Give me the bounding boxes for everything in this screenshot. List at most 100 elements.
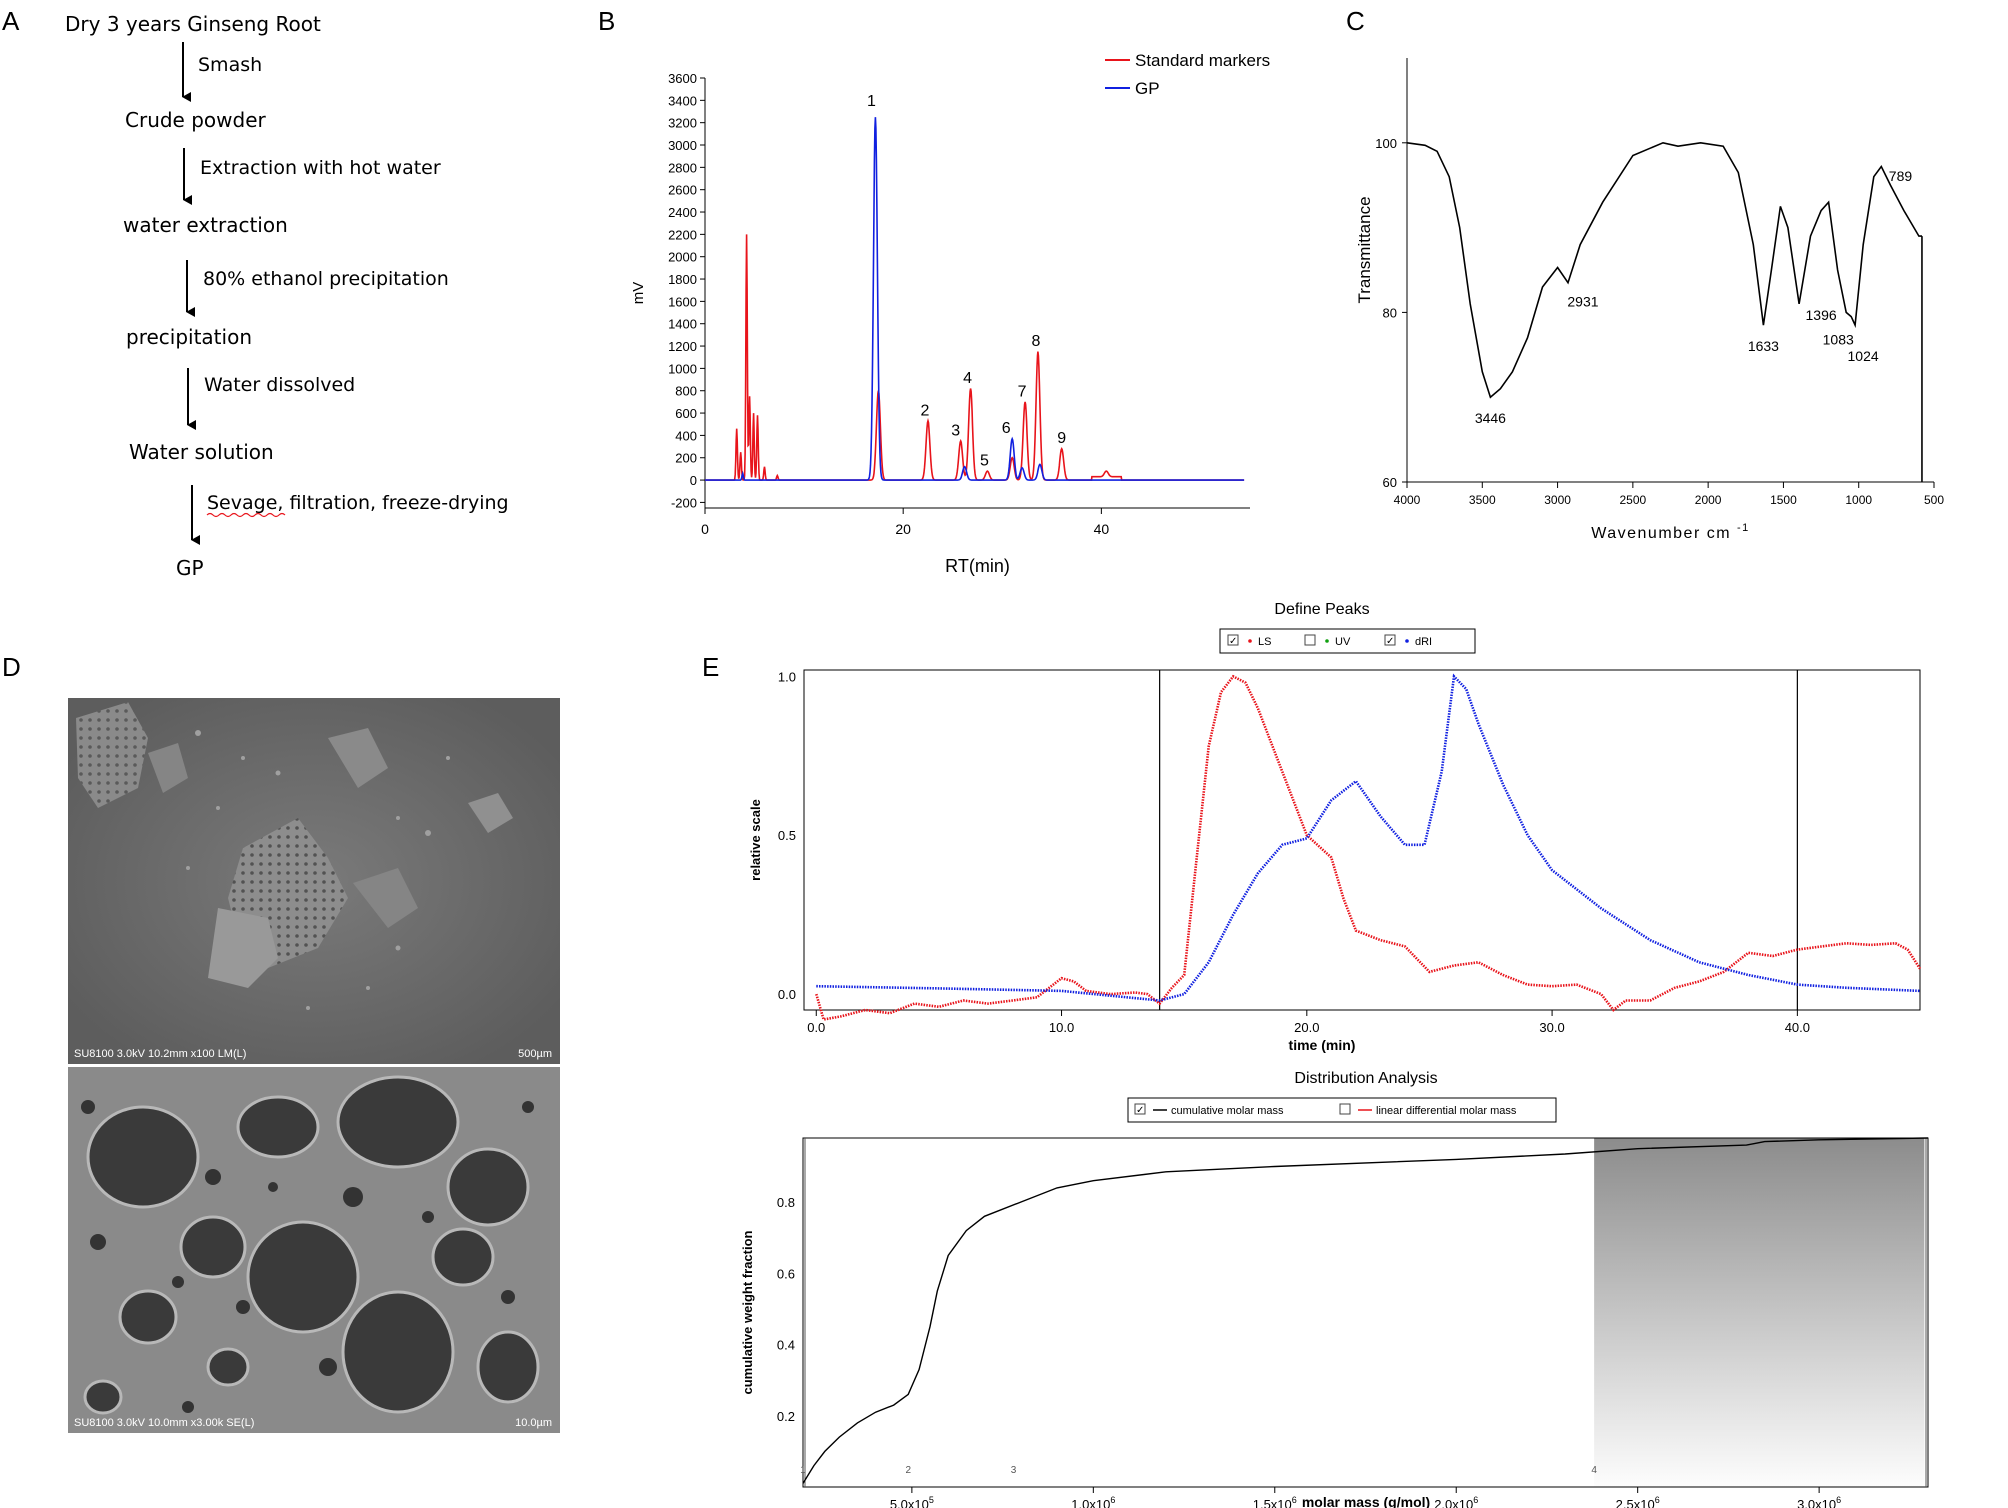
legend-checkbox [1339,1103,1351,1115]
y-tick-label: 3400 [668,93,697,108]
legend-label: cumulative molar mass [1171,1105,1284,1117]
chart-ftir: 60 80 100 4000 3500 3000 2500 2000 1500 1000 500 Wa… [1355,58,1944,542]
panel-letter-e: E [702,652,720,682]
peak-label: 6 [1002,420,1011,437]
x-tick-label: 0.0 [807,1020,825,1035]
y-tick-label: 200 [675,451,697,466]
legend-label: Standard markers [1135,51,1270,70]
x-tick-label: 500 [1924,493,1944,507]
x-tick-label: 5.0x105 [890,1495,934,1508]
x-tick-label: 20.0 [1294,1020,1319,1035]
range-marker: 3 [1011,1465,1017,1476]
legend-label: LS [1258,636,1271,648]
panel-letter-d: D [2,652,21,682]
x-tick-label: 0 [701,521,709,537]
y-tick-label: 0.6 [777,1266,795,1281]
flow-op-smash: Smash [198,54,263,76]
plot-frame [803,669,1921,1011]
peak-label: 1 [867,93,876,110]
squiggle-underline [206,512,286,518]
x-tick-label: 40.0 [1785,1020,1810,1035]
y-tick-label: 1000 [668,361,697,376]
y-axis-label: Transmittance [1355,196,1374,303]
peak-annotation: 3446 [1475,410,1506,426]
x-tick-label: 1000 [1845,493,1872,507]
x-axis-label: Wavenumber cm -1 [1591,522,1750,542]
sem-caption-text-1: SU8100 3.0kV 10.2mm x100 LM(L) [74,1048,247,1060]
x-tick-label: 30.0 [1539,1020,1564,1035]
legend-check-mark: ✓ [1229,636,1237,647]
x-tick-label: 3.0x106 [1797,1495,1841,1508]
legend-checkbox [1134,1103,1146,1115]
y-tick-label: 1400 [668,317,697,332]
range-marker: 2 [905,1465,911,1476]
x-tick-label: 1500 [1770,493,1797,507]
x-tick-label: 2.0x106 [1434,1495,1478,1508]
legend-swatch [1248,639,1252,643]
y-tick-label: 1200 [668,339,697,354]
legend-checkbox [1227,634,1239,646]
x-tick-label: 2500 [1620,493,1647,507]
series-ls [815,674,1922,1021]
y-tick-label: 0.0 [778,987,796,1002]
flow-step-ginseng-root: Dry 3 years Ginseng Root [65,12,321,36]
y-tick-label: 0.2 [777,1409,795,1424]
legend-checkbox [1304,634,1316,646]
flow-step-water-extraction: water extraction [123,213,288,237]
y-axis-label: relative scale [748,799,763,881]
panel-letter-b: B [598,6,616,36]
panel-letter-a: A [2,6,20,36]
y-tick-label: 80 [1383,305,1397,320]
flow-op-ethanol: 80% ethanol precipitation [203,268,449,290]
legend-label: dRI [1415,636,1432,648]
flow-step-precipitation: precipitation [126,325,252,349]
peak-label: 9 [1057,430,1066,447]
y-tick-label: 1.0 [778,669,796,684]
series-line-gp [705,117,1245,481]
sem-caption-low-mag: SU8100 3.0kV 10.2mm x100 LM(L) 500µm [68,1044,560,1064]
legend-label: GP [1135,79,1160,98]
x-tick-label: 1.5x106 [1253,1495,1297,1508]
y-tick-label: 2600 [668,183,697,198]
y-tick-label: 2000 [668,250,697,265]
legend-label: linear differential molar mass [1376,1105,1517,1117]
flow-op-hot-water: Extraction with hot water [200,157,441,179]
y-tick-label: 1800 [668,272,697,287]
peak-annotation: 2931 [1567,294,1598,310]
x-axis-label: molar mass (g/mol) [1302,1494,1430,1508]
legend-box [1219,628,1476,654]
sem-image-high-mag: SU8100 3.0kV 10.0mm x3.00k SE(L) 10.0µm [68,1067,560,1433]
sem-scale-1: 500µm [518,1048,552,1060]
y-tick-label: 2800 [668,160,697,175]
plot-frame [802,1137,1929,1488]
y-tick-label: 600 [675,406,697,421]
peak-label: 2 [921,402,930,419]
x-tick-label: 3000 [1544,493,1571,507]
x-tick-label: 4000 [1394,493,1421,507]
y-tick-label: 800 [675,384,697,399]
legend-check-mark: ✓ [1386,636,1394,647]
legend-label: UV [1335,636,1351,648]
y-tick-label: 3600 [668,71,697,86]
chart-title: Define Peaks [1274,601,1369,618]
y-tick-label: 1600 [668,294,697,309]
legend-checkbox [1384,634,1396,646]
peak-label: 3 [951,422,960,439]
ftir-spectrum-line [1406,141,1922,399]
x-tick-label: 10.0 [1049,1020,1074,1035]
y-tick-label: 400 [675,428,697,443]
sem-image-low-mag: SU8100 3.0kV 10.2mm x100 LM(L) 500µm [68,698,560,1064]
x-axis-label: RT(min) [945,556,1010,576]
y-tick-label: 60 [1383,475,1397,490]
flow-step-crude-powder: Crude powder [125,108,266,132]
y-tick-label: 2200 [668,227,697,242]
x-tick-label: 1.0x106 [1071,1495,1115,1508]
x-axis-label: time (min) [1289,1037,1356,1053]
legend-swatch [1325,639,1329,643]
chart-title: Distribution Analysis [1294,1070,1437,1087]
y-axis-label: cumulative weight fraction [740,1230,755,1394]
chart-hplc: -200020040060080010001200140016001800200… [630,51,1270,576]
y-axis-label: mV [630,282,647,305]
y-tick-label: 3200 [668,116,697,131]
